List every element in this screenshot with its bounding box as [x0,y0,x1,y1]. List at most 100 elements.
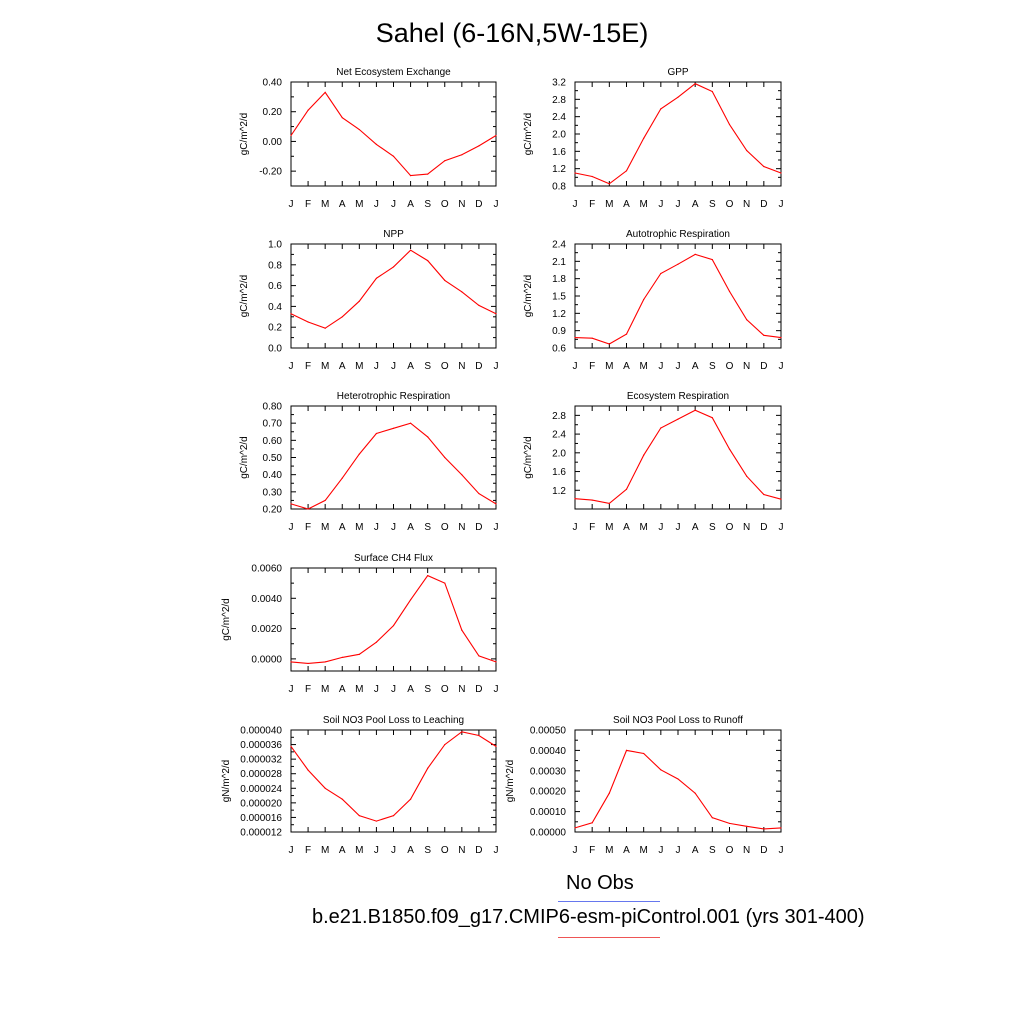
x-tick-label: M [355,845,363,856]
x-tick-label: S [709,199,716,210]
data-point [625,749,628,752]
data-point [392,624,395,627]
y-tick-label: 2.4 [552,240,566,251]
series-line [574,253,782,345]
x-tick-label: J [374,845,379,856]
data-point [324,787,326,789]
data-point [341,316,343,318]
x-tick-label: A [339,522,346,533]
data-point [574,498,576,500]
x-tick-label: J [391,361,396,372]
x-tick-label: A [623,361,630,372]
x-tick-label: J [676,361,681,372]
y-tick-label: 0.4 [268,302,282,313]
x-tick-label: S [424,522,431,533]
data-point [660,769,662,771]
data-point [392,815,395,817]
x-tick-label: F [305,522,311,533]
y-tick-label: 0.20 [263,107,283,118]
data-point [392,155,395,157]
data-point [625,333,628,335]
y-axis-label: gN/m^2/d [221,760,232,803]
data-point [574,172,576,174]
data-point [677,418,679,420]
y-tick-label: 0.00040 [530,746,567,757]
x-tick-label: M [355,199,363,210]
x-tick-label: J [779,199,784,210]
x-tick-label: N [743,199,750,210]
y-tick-label: 0.6 [552,344,566,355]
y-axis-label: gC/m^2/d [239,275,250,318]
plot-frame [574,405,782,510]
x-tick-label: O [441,684,449,695]
x-tick-label: J [289,522,294,533]
plot-frame [290,243,497,349]
x-tick-label: D [475,199,482,210]
data-point [444,456,446,459]
x-tick-label: M [355,361,363,372]
y-axis-label: gC/m^2/d [523,436,534,479]
data-point [746,825,748,827]
legend-line-model-run [558,937,660,938]
data-point [341,117,343,119]
x-tick-label: D [760,522,767,533]
x-tick-label: J [658,522,663,533]
y-axis-label: gC/m^2/d [239,113,250,156]
data-point [495,745,497,747]
data-point [478,492,480,495]
panel-title: NPP [383,229,404,240]
x-tick-label: M [605,522,613,533]
y-tick-label: 0.70 [263,419,283,430]
x-tick-label: O [441,522,449,533]
data-point [427,173,429,175]
y-tick-label: 0.6 [268,281,282,292]
data-point [341,656,343,658]
x-tick-label: S [424,684,431,695]
y-axis-label: gN/m^2/d [505,760,516,803]
panel-title: Autotrophic Respiration [626,229,730,240]
data-point [375,277,378,279]
x-tick-label: J [779,845,784,856]
plot-frame [574,729,782,833]
data-point [409,422,412,424]
y-tick-label: 0.0020 [251,624,282,635]
x-tick-label: J [289,361,294,372]
data-point [444,743,446,746]
data-point [290,134,292,137]
y-tick-label: 0.000016 [240,813,282,824]
data-point [409,249,412,251]
data-point [307,769,309,771]
x-tick-label: O [726,522,734,533]
x-tick-label: N [743,845,750,856]
panel-title: Soil NO3 Pool Loss to Runoff [613,715,743,726]
y-tick-label: 0.8 [268,260,282,271]
data-point [608,502,610,504]
y-tick-label: 0.00 [263,137,283,148]
data-point [763,334,765,336]
legend-line-no-obs [558,901,660,902]
data-point [660,427,662,429]
y-tick-label: 0.40 [263,78,283,89]
data-point [728,822,731,825]
x-tick-label: F [589,361,595,372]
x-tick-label: A [339,845,346,856]
data-point [307,109,309,111]
panel-title: Surface CH4 Flux [354,553,433,564]
data-point [290,661,292,663]
x-tick-label: M [321,845,329,856]
y-tick-label: 2.4 [552,112,566,123]
data-point [694,409,696,411]
x-tick-label: J [374,684,379,695]
data-point [495,503,497,505]
data-point [746,149,748,152]
x-tick-label: N [743,522,750,533]
data-point [444,279,446,281]
x-tick-label: A [407,522,414,533]
data-point [746,319,748,321]
data-point [290,745,292,747]
y-tick-label: 0.8 [552,182,566,193]
data-point [341,477,343,479]
x-tick-label: J [391,845,396,856]
